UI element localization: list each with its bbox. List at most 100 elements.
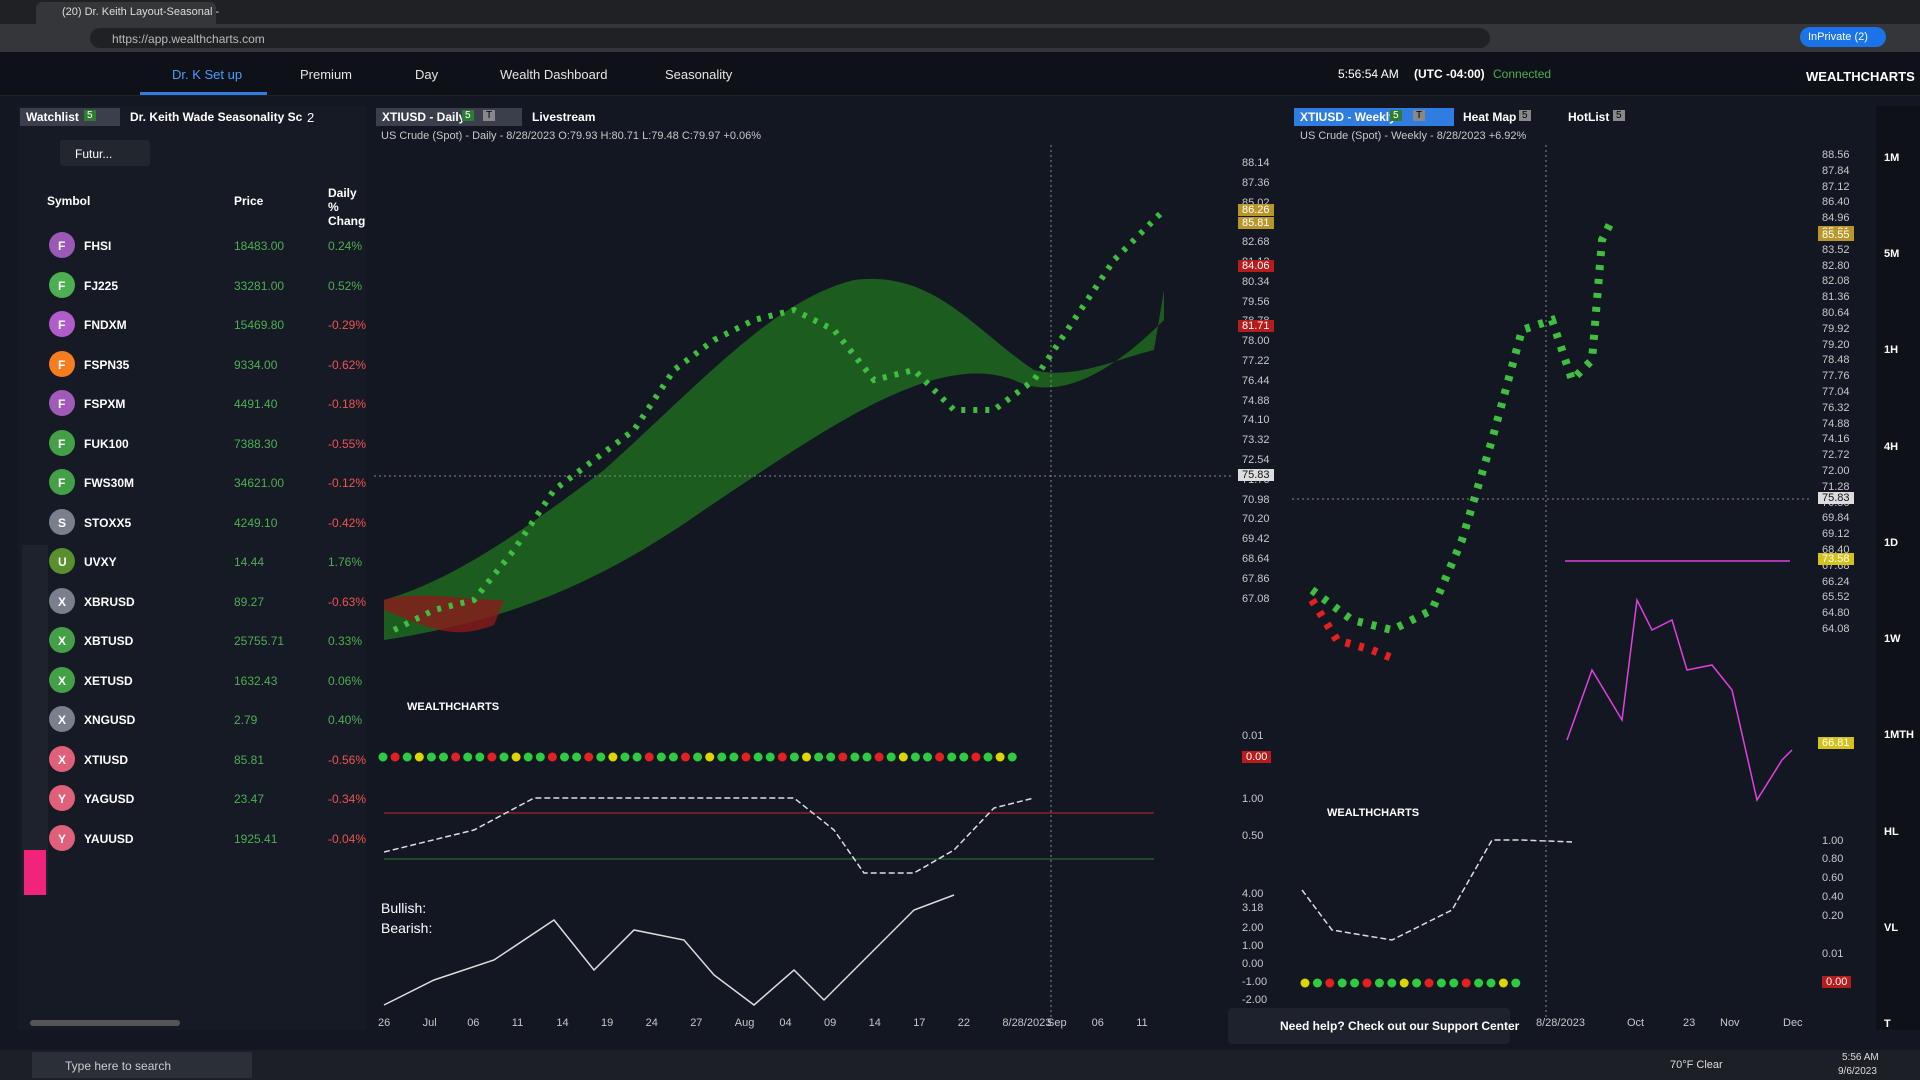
osc-axis-label: 0.60 bbox=[1822, 872, 1844, 884]
timeframe-button[interactable]: 4H bbox=[1884, 441, 1899, 453]
symbol[interactable]: UVXY bbox=[84, 555, 117, 569]
dot bbox=[535, 752, 545, 762]
dot bbox=[511, 752, 521, 762]
osc-axis-label: 0.00 bbox=[1242, 751, 1272, 763]
filter-label[interactable]: Futur... bbox=[75, 147, 113, 161]
support-toast[interactable] bbox=[1228, 1008, 1510, 1044]
daily-chart-drawing bbox=[374, 145, 1234, 1020]
clock: 5:56:54 AM bbox=[1338, 67, 1399, 81]
time-axis-label: 06 bbox=[1091, 1017, 1104, 1029]
timeframe-button[interactable]: T bbox=[1884, 1018, 1891, 1030]
color-swatch[interactable] bbox=[24, 850, 46, 895]
legend-label: Bearish: bbox=[381, 920, 433, 936]
time-axis-label: Jul bbox=[422, 1017, 437, 1029]
symbol[interactable]: STOXX5 bbox=[84, 515, 132, 530]
nav-active-underline bbox=[140, 92, 267, 95]
dot bbox=[814, 752, 824, 762]
price-axis-label: 88.56 bbox=[1822, 149, 1850, 161]
cloud-bear bbox=[384, 595, 504, 633]
nav-item[interactable]: Dr. K Set up bbox=[172, 67, 243, 82]
price-axis-label: 65.52 bbox=[1822, 591, 1850, 604]
chart-tab-label[interactable]: Livestream bbox=[532, 110, 596, 124]
price-axis-label: 84.96 bbox=[1822, 212, 1850, 225]
badge: T bbox=[1413, 110, 1426, 121]
price-axis-label: 74.88 bbox=[1242, 394, 1270, 407]
taskbar-search-text[interactable]: Type here to search bbox=[65, 1059, 172, 1073]
symbol[interactable]: YAGUSD bbox=[84, 792, 135, 806]
price-axis-label: 80.34 bbox=[1242, 275, 1270, 288]
nav-item[interactable]: Wealth Dashboard bbox=[500, 67, 608, 82]
price-axis-label: 77.04 bbox=[1822, 386, 1850, 398]
timeframe-button[interactable]: 1MTH bbox=[1884, 729, 1914, 741]
chart-tab-label[interactable]: XTIUSD - Daily bbox=[382, 110, 466, 124]
symbol[interactable]: FNDXM bbox=[84, 318, 127, 332]
app-nav bbox=[0, 52, 1920, 96]
dot bbox=[378, 752, 388, 762]
timeframe-button[interactable]: VL bbox=[1884, 922, 1899, 934]
badge[interactable]: 5 bbox=[84, 110, 96, 121]
browser-tab[interactable] bbox=[36, 2, 216, 24]
time-axis-label: 04 bbox=[779, 1017, 792, 1029]
symbol-icon-letter: F bbox=[58, 476, 66, 490]
symbol-icon bbox=[49, 587, 75, 614]
chart-tab-label[interactable]: Heat Map bbox=[1463, 110, 1517, 124]
taskbar-search[interactable] bbox=[32, 1052, 252, 1078]
timeframe-button[interactable]: 1H bbox=[1884, 344, 1899, 356]
osc-axis-label: 0.01 bbox=[1822, 948, 1844, 960]
badge: 5 bbox=[462, 110, 474, 121]
symbol[interactable]: FWS30M bbox=[84, 476, 135, 490]
dot bbox=[741, 752, 751, 762]
dot bbox=[850, 752, 860, 762]
symbol[interactable]: FUK100 bbox=[84, 436, 129, 451]
watchlist-tab-label[interactable]: Dr. Keith Wade Seasonality Sc bbox=[130, 110, 303, 124]
timeframe-button[interactable]: 5M bbox=[1884, 248, 1900, 260]
timeframe-button[interactable]: HL bbox=[1884, 826, 1899, 838]
time-axis-label: 17 bbox=[913, 1017, 926, 1029]
symbol[interactable]: XTIUSD bbox=[84, 752, 129, 767]
symbol-icon bbox=[49, 824, 75, 851]
symbol-icon bbox=[49, 469, 75, 495]
address-bar[interactable] bbox=[90, 28, 1490, 48]
dot bbox=[983, 752, 993, 762]
url: https://app.wealthcharts.com bbox=[112, 32, 265, 46]
timeframe-button[interactable]: 1W bbox=[1884, 633, 1901, 645]
dot bbox=[1399, 978, 1409, 988]
watchlist-tab-label[interactable]: Watchlist bbox=[26, 110, 79, 124]
support-text[interactable]: Need help? Check out our Support Center bbox=[1280, 1019, 1520, 1033]
symbol[interactable]: FHSI bbox=[84, 239, 112, 253]
dot bbox=[426, 752, 436, 762]
dot bbox=[789, 752, 799, 762]
badge: 5 bbox=[1519, 110, 1531, 121]
symbol[interactable]: XBTUSD bbox=[84, 634, 134, 648]
symbol[interactable]: XETUSD bbox=[84, 673, 133, 688]
symbol[interactable]: FJ225 bbox=[84, 278, 119, 293]
time-axis-label: 8/28/2023 bbox=[1536, 1017, 1585, 1029]
symbol-icon bbox=[49, 350, 75, 377]
symbol[interactable]: FSPXM bbox=[84, 397, 126, 411]
nav-item[interactable]: Premium bbox=[300, 67, 353, 82]
timeframe-button[interactable]: 1D bbox=[1884, 537, 1899, 549]
price-axis-label: 82.80 bbox=[1822, 259, 1850, 272]
nav-item[interactable]: Seasonality bbox=[665, 67, 733, 82]
filter-dropdown[interactable] bbox=[60, 140, 150, 166]
dot bbox=[693, 752, 703, 762]
dot bbox=[1300, 978, 1310, 988]
chart-tab-label[interactable]: XTIUSD - Weekly bbox=[1300, 110, 1396, 124]
price-axis-label: 87.84 bbox=[1822, 164, 1850, 177]
osc-axis-label: 1.00 bbox=[1242, 793, 1264, 805]
timeframe-button[interactable]: 1M bbox=[1884, 152, 1900, 164]
symbol[interactable]: XBRUSD bbox=[84, 594, 135, 609]
nav-item[interactable]: Day bbox=[415, 67, 439, 82]
symbol-icon-letter: F bbox=[58, 357, 66, 372]
chart-tab-label[interactable]: HotList bbox=[1568, 110, 1610, 124]
dot bbox=[390, 752, 400, 762]
dot bbox=[487, 752, 497, 762]
symbol[interactable]: FSPN35 bbox=[84, 357, 130, 372]
symbol[interactable]: XNGUSD bbox=[84, 713, 136, 727]
dot bbox=[777, 752, 787, 762]
symbol[interactable]: YAUUSD bbox=[84, 831, 134, 846]
ohlc-info: US Crude (Spot) - Weekly - 8/28/2023 +6.… bbox=[1300, 130, 1527, 142]
osc-axis-label: 2.00 bbox=[1242, 922, 1264, 934]
price-axis-label: 74.16 bbox=[1822, 433, 1850, 446]
